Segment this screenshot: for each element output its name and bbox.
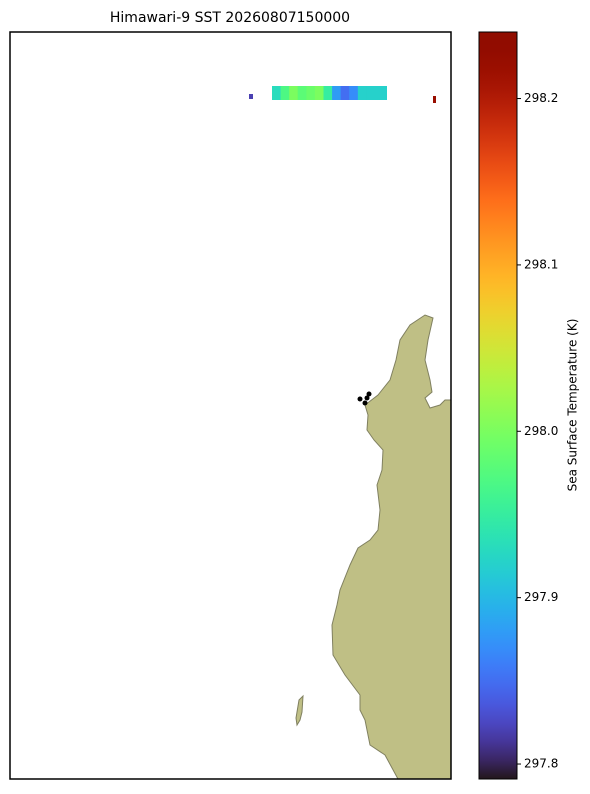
colorbar bbox=[478, 31, 518, 780]
station-marker bbox=[357, 396, 363, 402]
map-area bbox=[249, 86, 452, 780]
sst-pixel bbox=[332, 86, 342, 100]
station-marker bbox=[362, 400, 368, 406]
sst-pixel bbox=[297, 86, 307, 100]
map-frame bbox=[9, 31, 452, 780]
colorbar-tick-label: 297.8 bbox=[524, 757, 558, 771]
island bbox=[295, 694, 304, 727]
colorbar-tick-label: 298.0 bbox=[524, 424, 558, 438]
sst-pixel bbox=[357, 86, 367, 100]
sst-pixel bbox=[306, 86, 316, 100]
colorbar-tick-label: 298.2 bbox=[524, 91, 558, 105]
sst-pixel bbox=[249, 94, 253, 99]
sst-pixel bbox=[366, 86, 387, 100]
colorbar-tick-label: 297.9 bbox=[524, 590, 558, 604]
map-title: Himawari-9 SST 20260807150000 bbox=[110, 10, 350, 26]
sst-pixel bbox=[433, 96, 436, 103]
station-marker bbox=[366, 391, 372, 397]
station-marker bbox=[364, 395, 370, 401]
sst-pixel bbox=[349, 86, 359, 100]
sst-pixel bbox=[314, 86, 324, 100]
colorbar-label: Sea Surface Temperature (K) bbox=[566, 319, 580, 492]
sst-pixel bbox=[289, 86, 299, 100]
sst-pixel bbox=[280, 86, 290, 100]
colorbar-tick-label: 298.1 bbox=[524, 257, 558, 271]
land bbox=[331, 314, 452, 780]
sst-pixel bbox=[340, 86, 350, 100]
sst-pixel bbox=[323, 86, 333, 100]
sst-pixel bbox=[272, 86, 282, 100]
